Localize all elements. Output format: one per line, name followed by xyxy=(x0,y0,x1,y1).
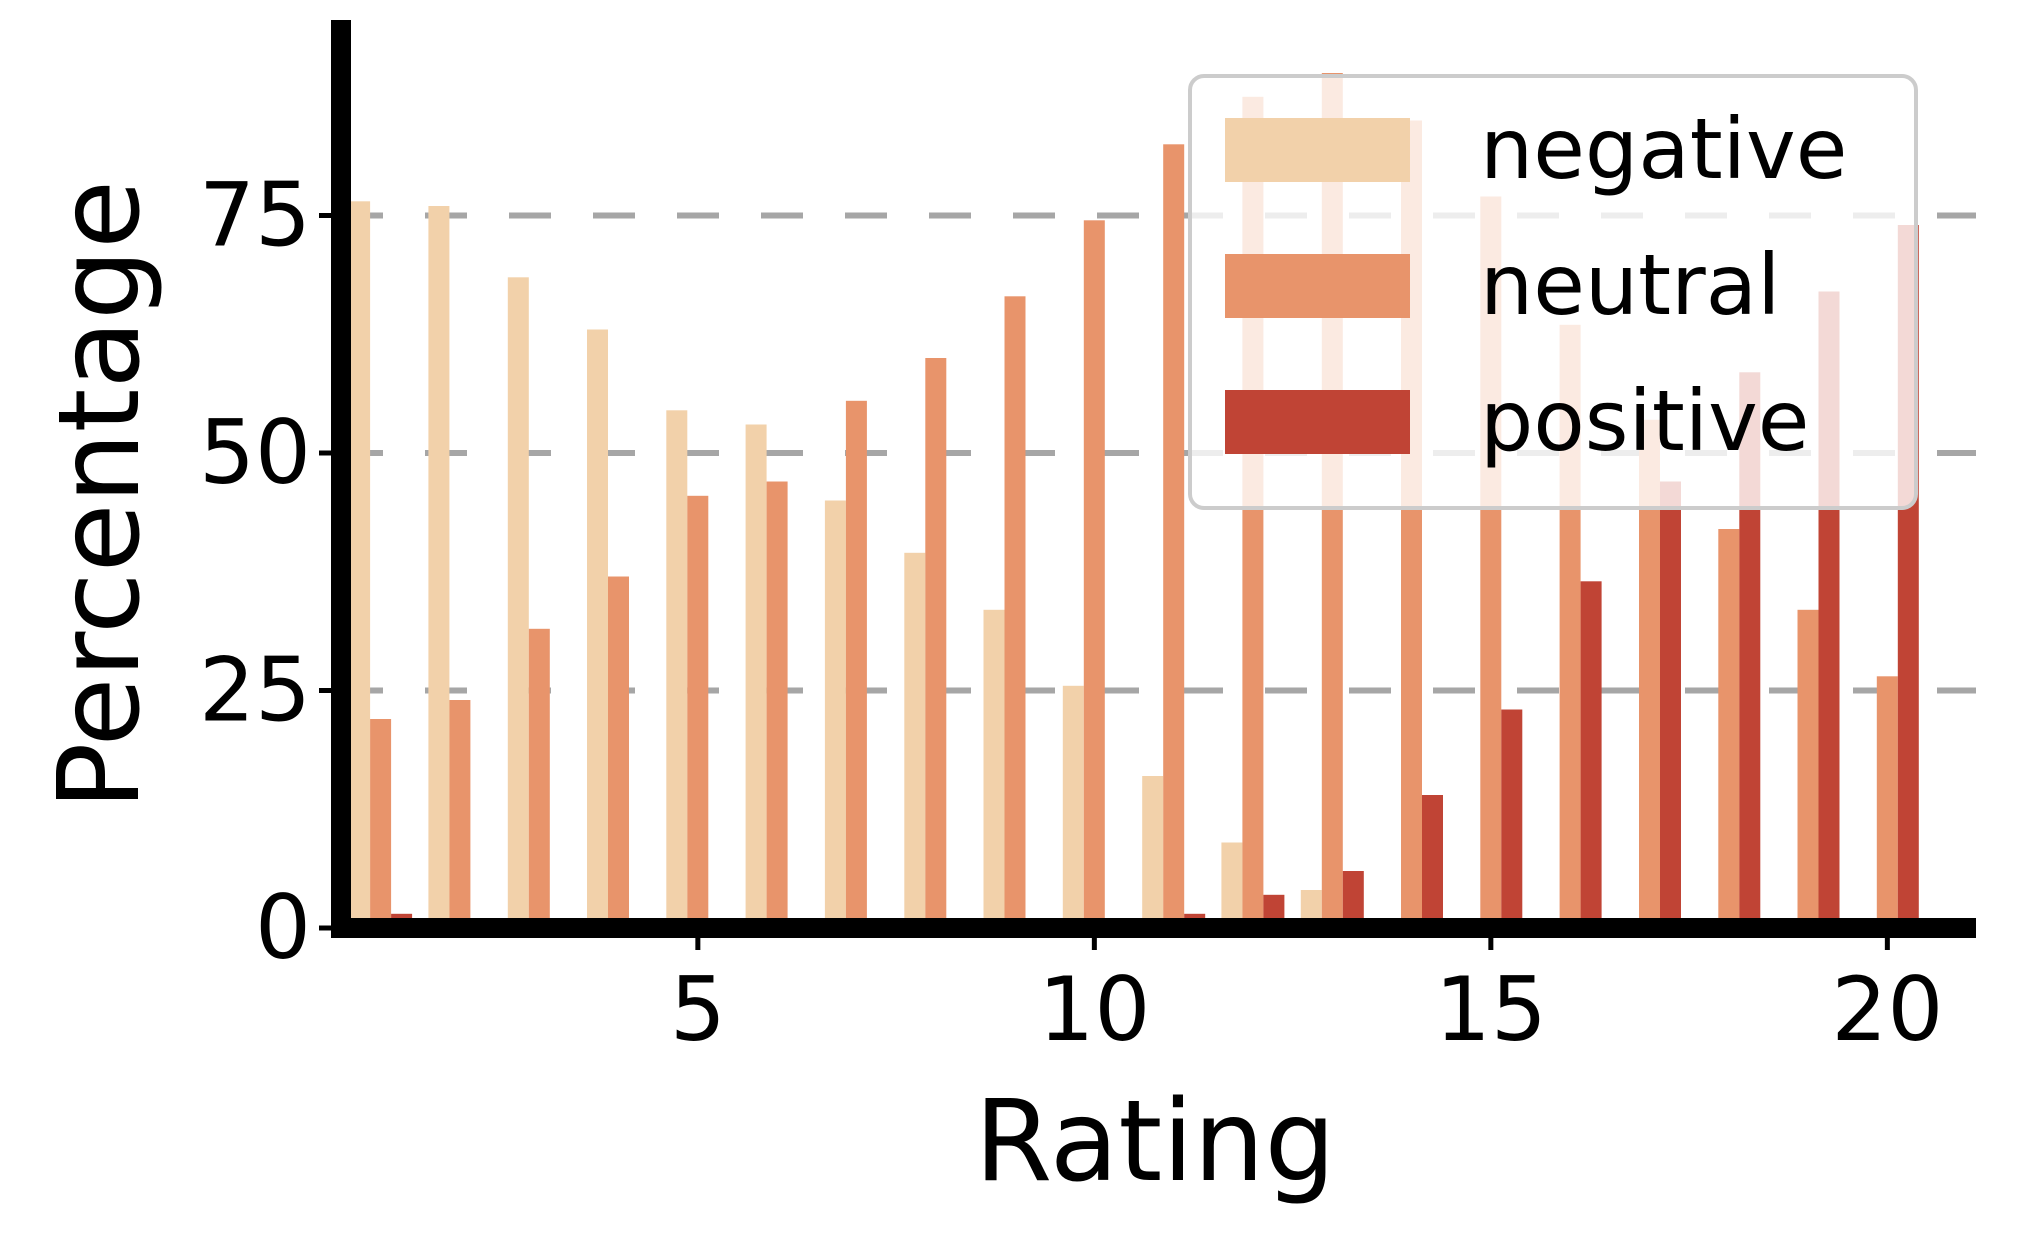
legend-label-neutral: neutral xyxy=(1480,236,1780,334)
x-axis-label: Rating xyxy=(974,1077,1335,1207)
legend: negative neutral positive xyxy=(1188,74,1918,510)
legend-swatch-neutral xyxy=(1225,254,1410,318)
bar-positive-16 xyxy=(1580,581,1602,929)
bar-neutral-18 xyxy=(1718,529,1740,928)
bar-neutral-4 xyxy=(608,576,629,928)
bar-negative-1 xyxy=(349,201,371,929)
bar-neutral-1 xyxy=(370,719,392,928)
y-axis-label: Percentage xyxy=(35,180,165,810)
bar-neutral-17 xyxy=(1639,419,1660,929)
bar-neutral-11 xyxy=(1163,144,1185,929)
bar-neutral-3 xyxy=(528,628,550,929)
bar-negative-10 xyxy=(1062,685,1084,929)
y-tick-label-25: 25 xyxy=(199,639,311,742)
bar-neutral-10 xyxy=(1083,220,1105,929)
bar-negative-5 xyxy=(666,410,688,929)
y-tick-label-0: 0 xyxy=(255,876,311,979)
y-tick-label-50: 50 xyxy=(199,401,311,504)
bar-positive-13 xyxy=(1342,871,1364,928)
bar-negative-7 xyxy=(824,500,846,928)
bar-neutral-7 xyxy=(845,400,867,929)
x-tick-label-10: 10 xyxy=(1038,958,1150,1061)
bar-neutral-8 xyxy=(925,358,947,928)
legend-label-positive: positive xyxy=(1480,372,1809,470)
bar-negative-6 xyxy=(745,424,767,928)
bar-positive-17 xyxy=(1660,481,1681,928)
bar-neutral-2 xyxy=(449,700,471,928)
x-tick-label-15: 15 xyxy=(1435,958,1547,1061)
bar-negative-12 xyxy=(1221,842,1243,928)
bar-negative-8 xyxy=(904,552,926,929)
bar-negative-2 xyxy=(428,206,450,928)
legend-swatch-negative xyxy=(1225,118,1410,182)
bar-positive-14 xyxy=(1422,795,1443,928)
bar-negative-4 xyxy=(587,329,608,928)
tick-labels: 0 25 50 75 5 10 15 20 xyxy=(199,164,1943,1062)
x-tick-label-5: 5 xyxy=(670,958,726,1061)
bar-neutral-6 xyxy=(766,481,788,928)
x-tick-label-20: 20 xyxy=(1831,958,1943,1061)
legend-label-negative: negative xyxy=(1480,100,1847,198)
legend-swatch-positive xyxy=(1225,390,1410,454)
bar-neutral-19 xyxy=(1797,609,1819,929)
y-tick-label-75: 75 xyxy=(199,164,311,267)
bar-negative-11 xyxy=(1142,776,1164,928)
bar-negative-3 xyxy=(507,277,529,929)
axes xyxy=(331,20,1976,938)
bar-negative-9 xyxy=(983,609,1005,929)
bar-positive-18 xyxy=(1739,372,1761,929)
bar-positive-15 xyxy=(1501,709,1523,928)
bar-neutral-9 xyxy=(1004,296,1026,929)
bar-neutral-20 xyxy=(1876,676,1898,929)
bar-neutral-5 xyxy=(687,495,709,929)
